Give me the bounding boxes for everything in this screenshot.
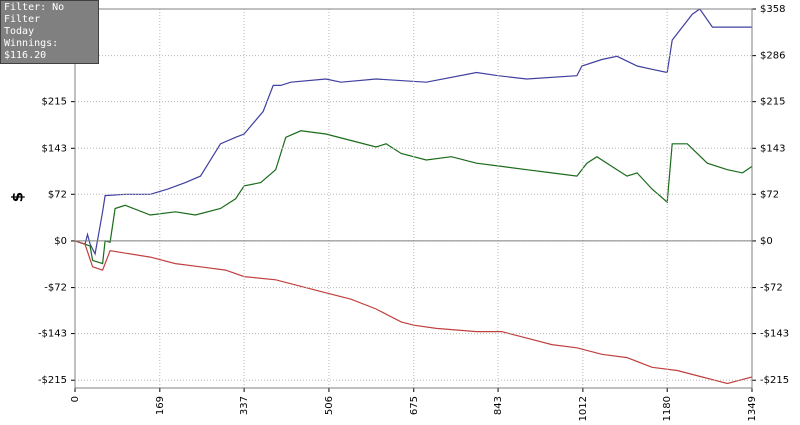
- filter-text: Filter: No Filter: [4, 2, 65, 25]
- x-tick-label: 1349: [747, 396, 758, 421]
- x-tick-label: 169: [155, 396, 166, 415]
- plot-frame: [74, 8, 753, 389]
- info-box: Filter: No Filter Today Winnings: $116.2…: [0, 0, 99, 64]
- y-tick-label: -$215: [38, 375, 67, 386]
- series-line: [75, 130, 752, 265]
- y-tick-label: -$143: [38, 329, 67, 340]
- y2-tick-label: $215: [760, 97, 785, 108]
- y-tick-label: $72: [48, 189, 67, 200]
- period-text: Today: [4, 26, 35, 37]
- series-line: [75, 240, 752, 385]
- x-tick-label: 337: [239, 396, 250, 415]
- y2-tick-label: $0: [760, 236, 773, 247]
- x-tick-label: 0: [70, 396, 81, 402]
- y-tick-label: $0: [54, 236, 67, 247]
- y-tick-label: $143: [42, 143, 67, 154]
- y-axis-label: $: [9, 192, 27, 202]
- series-line: [75, 9, 752, 256]
- y2-tick-label: -$215: [760, 375, 789, 386]
- y2-tick-label: $358: [760, 4, 785, 15]
- x-tick-label: 506: [324, 396, 335, 415]
- y-tick-label: $215: [42, 97, 67, 108]
- x-tick-label: 1012: [578, 396, 589, 421]
- y2-tick-label: $72: [760, 189, 779, 200]
- x-tick-label: 1180: [662, 396, 673, 421]
- y2-tick-label: -$143: [760, 329, 789, 340]
- y-tick-label: -$72: [44, 283, 67, 294]
- winnings-text: Winnings: $116.20: [4, 38, 59, 61]
- x-tick-label: 843: [493, 396, 504, 415]
- y2-tick-label: -$72: [760, 283, 783, 294]
- x-tick-label: 675: [409, 396, 420, 415]
- y2-tick-label: $286: [760, 51, 785, 62]
- y2-tick-label: $143: [760, 143, 785, 154]
